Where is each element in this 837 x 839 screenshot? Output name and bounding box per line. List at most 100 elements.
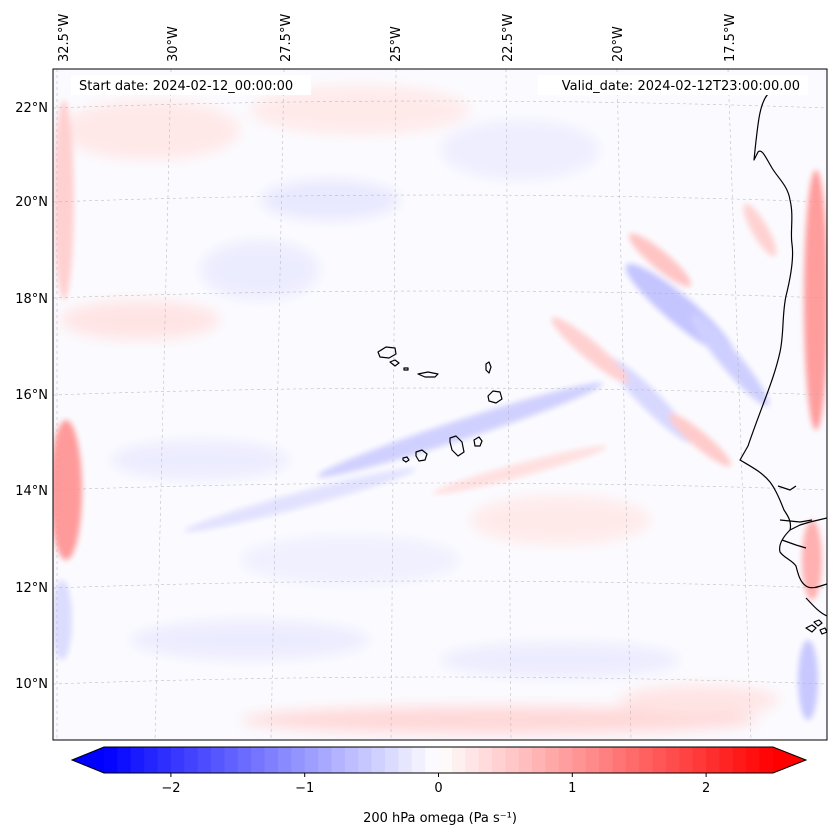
colorbar-step <box>706 747 721 773</box>
colorbar-step <box>599 747 614 773</box>
colorbar-step <box>451 747 466 773</box>
lon-label-17-5w: 17.5°W <box>723 14 738 62</box>
colorbar-step <box>732 747 747 773</box>
colorbar-step <box>384 747 399 773</box>
colorbar-step <box>679 747 694 773</box>
parallel-12n <box>53 580 827 589</box>
colorbar-step <box>144 747 159 773</box>
colorbar-step <box>612 747 627 773</box>
lon-label-25w: 25°W <box>389 26 404 62</box>
colorbar-step <box>130 747 145 773</box>
lat-label-22n: 22°N <box>15 101 48 116</box>
senegal-coast-detail <box>777 485 813 549</box>
map-frame <box>52 68 828 741</box>
colorbar-step <box>277 747 292 773</box>
latitude-labels: 22°N 20°N 18°N 16°N 14°N 12°N 10°N <box>15 101 48 692</box>
graticule <box>53 69 827 740</box>
colorbar-tick-label: −1 <box>295 781 314 796</box>
colorbar-step <box>518 747 533 773</box>
lon-label-32-5w: 32.5°W <box>57 14 72 62</box>
meridian-25w <box>390 69 397 740</box>
start-date-text: Start date: 2024-02-12_00:00:00 <box>79 79 293 94</box>
colorbar-step <box>492 747 506 773</box>
start-date-box <box>71 75 311 95</box>
colorbar-step <box>572 747 587 773</box>
colorbar-extend-high <box>773 747 806 773</box>
valid-date-box <box>538 75 808 95</box>
colorbar-step <box>398 747 413 773</box>
meridian-17-5w <box>727 69 752 740</box>
parallel-22n <box>53 100 827 109</box>
colorbar-step <box>665 747 680 773</box>
lon-label-22-5w: 22.5°W <box>501 14 516 62</box>
colorbar-step <box>639 747 654 773</box>
parallel-14n <box>53 482 827 491</box>
parallel-20n <box>53 194 827 203</box>
colorbar-step <box>692 747 707 773</box>
colorbar-step <box>157 747 172 773</box>
island-sao-nicolau <box>417 371 439 378</box>
colorbar-step <box>425 747 440 773</box>
island-brava <box>402 456 410 463</box>
lat-label-18n: 18°N <box>15 292 48 307</box>
colorbar-step <box>465 747 480 773</box>
colorbar-steps <box>72 747 806 773</box>
omega-field <box>53 69 827 740</box>
colorbar-step <box>545 747 560 773</box>
island-sao-vicente <box>389 359 400 367</box>
colorbar-step <box>438 747 453 773</box>
colorbar-step <box>411 747 426 773</box>
colorbar-step <box>104 747 118 773</box>
africa-coastline <box>739 91 827 617</box>
island-boa-vista <box>487 390 503 404</box>
meridian-27-5w <box>270 69 285 740</box>
colorbar-step <box>719 747 734 773</box>
colorbar-step <box>237 747 252 773</box>
colorbar-label: 200 hPa omega (Pa s⁻¹) <box>363 811 517 826</box>
colorbar-step <box>211 747 226 773</box>
lat-label-16n: 16°N <box>15 388 48 403</box>
colorbar: −2 −1 0 1 2 200 hPa omega (Pa s⁻¹) <box>70 746 808 826</box>
parallel-16n <box>53 387 827 396</box>
longitude-labels: 32.5°W 30°W 27.5°W 25°W 22.5°W 20°W 17.5… <box>57 14 738 62</box>
island-fogo <box>415 449 428 462</box>
colorbar-step <box>532 747 547 773</box>
colorbar-tick-label: 2 <box>702 781 710 796</box>
coastlines <box>377 91 827 635</box>
colorbar-step <box>625 747 640 773</box>
map-panel: Start date: 2024-02-12_00:00:00 Valid_da… <box>52 68 828 741</box>
meridian-20w <box>616 69 632 740</box>
island-santa-luzia <box>403 367 409 371</box>
colorbar-step <box>358 747 373 773</box>
meridian-22-5w <box>505 69 512 740</box>
lon-label-30w: 30°W <box>166 26 181 62</box>
island-sal <box>485 361 492 374</box>
bijagos-islands <box>805 619 827 635</box>
island-santo-antao <box>377 346 397 359</box>
colorbar-step <box>224 747 239 773</box>
colorbar-extend-low <box>72 747 104 773</box>
colorbar-step <box>585 747 600 773</box>
colorbar-step <box>331 747 346 773</box>
meridian-30w <box>154 69 172 740</box>
colorbar-step <box>746 747 761 773</box>
colorbar-step <box>197 747 212 773</box>
colorbar-step <box>371 747 386 773</box>
lat-label-14n: 14°N <box>15 484 48 499</box>
colorbar-step <box>264 747 279 773</box>
colorbar-step <box>184 747 199 773</box>
lat-label-12n: 12°N <box>15 581 48 596</box>
colorbar-tick-label: 0 <box>434 781 442 796</box>
colorbar-step <box>318 747 333 773</box>
colorbar-step <box>170 747 185 773</box>
colorbar-ticks: −2 −1 0 1 2 <box>161 773 710 796</box>
colorbar-step <box>558 747 573 773</box>
colorbar-tick-label: −2 <box>161 781 180 796</box>
lon-label-20w: 20°W <box>611 26 626 62</box>
colorbar-step <box>251 747 266 773</box>
lon-label-27-5w: 27.5°W <box>279 14 294 62</box>
colorbar-step <box>652 747 667 773</box>
colorbar-step <box>478 747 493 773</box>
colorbar-step <box>759 747 774 773</box>
